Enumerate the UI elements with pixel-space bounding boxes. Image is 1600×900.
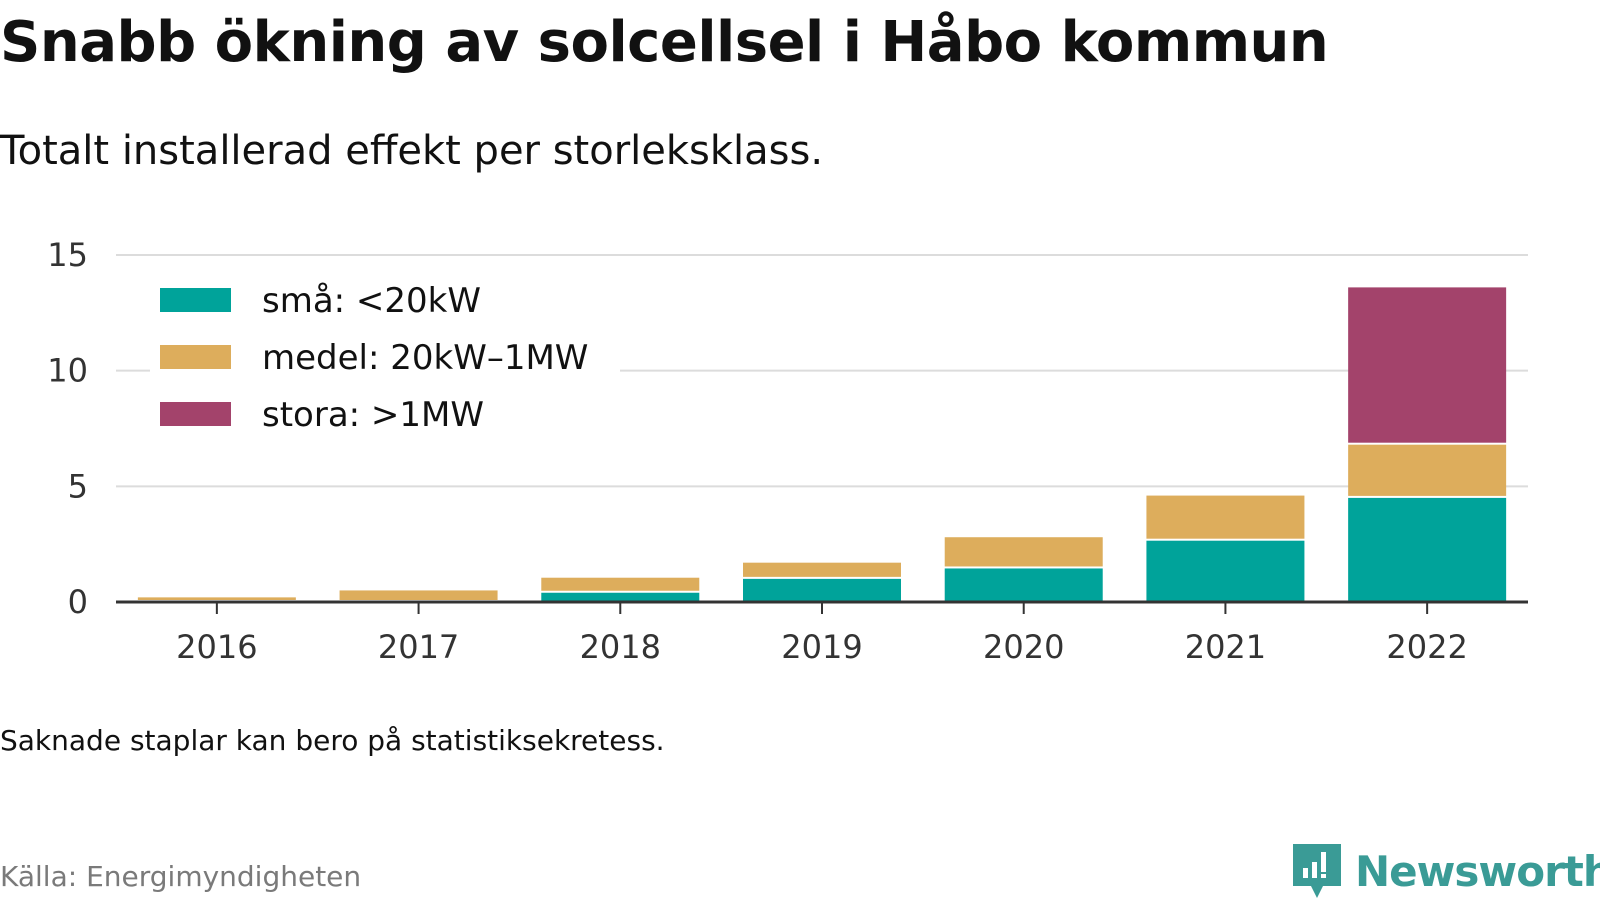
- bar-2019-series-1: [743, 562, 901, 577]
- bar-2016-series-1: [137, 597, 296, 600]
- x-axis: 2016 2017 2018 2019 2020 2021 2022: [116, 600, 1528, 666]
- brand-name: Newsworthy: [1355, 846, 1600, 896]
- y-tick-label: 10: [47, 352, 88, 390]
- x-tick-label: 2016: [176, 628, 257, 666]
- x-tick-label: 2019: [781, 628, 862, 666]
- x-tick-label: 2022: [1386, 628, 1467, 666]
- bar-2021-series-0: [1146, 540, 1305, 602]
- legend-label: medel: 20kW–1MW: [262, 338, 588, 378]
- gridlines: 0 5 10 15: [47, 236, 1528, 621]
- chart-title: Snabb ökning av solcellsel i Håbo kommun: [0, 10, 1329, 75]
- legend-swatch: [160, 402, 231, 426]
- newsworthy-logo-icon: [1293, 844, 1341, 898]
- x-tick-label: 2018: [580, 628, 661, 666]
- x-tick-label: 2020: [983, 628, 1064, 666]
- bar-2022-series-2: [1348, 287, 1507, 443]
- legend: små: <20kW medel: 20kW–1MW stora: >1MW: [150, 272, 620, 435]
- legend-swatch: [160, 288, 231, 312]
- bar-2018-series-1: [541, 577, 700, 591]
- bar-2021-series-1: [1146, 495, 1305, 539]
- legend-swatch: [160, 345, 231, 369]
- x-tick-label: 2021: [1185, 628, 1266, 666]
- bar-2019-series-0: [743, 578, 901, 602]
- legend-label: stora: >1MW: [262, 395, 484, 435]
- bar-2022-series-0: [1348, 497, 1507, 602]
- footnote: Saknade staplar kan bero på statistiksek…: [0, 724, 665, 757]
- x-tick-label: 2017: [378, 628, 459, 666]
- chart-subtitle: Totalt installerad effekt per storlekskl…: [0, 128, 824, 174]
- bar-2020-series-1: [944, 537, 1103, 567]
- bar-2022-series-1: [1348, 444, 1507, 496]
- bar-2017-series-1: [339, 590, 498, 600]
- y-tick-label: 5: [68, 467, 88, 505]
- bars: [137, 287, 1507, 602]
- y-tick-label: 15: [47, 236, 88, 274]
- y-tick-label: 0: [68, 583, 88, 621]
- bar-2020-series-0: [944, 568, 1103, 602]
- legend-label: små: <20kW: [262, 281, 481, 321]
- bar-2018-series-0: [541, 592, 700, 602]
- brand: Newsworthy: [1291, 842, 1600, 900]
- source-label: Källa: Energimyndigheten: [0, 860, 362, 893]
- stacked-bar-chart: 0 5 10 15 2016 2017 2018 2019 2020 2021 2022 små:…: [47, 236, 1528, 666]
